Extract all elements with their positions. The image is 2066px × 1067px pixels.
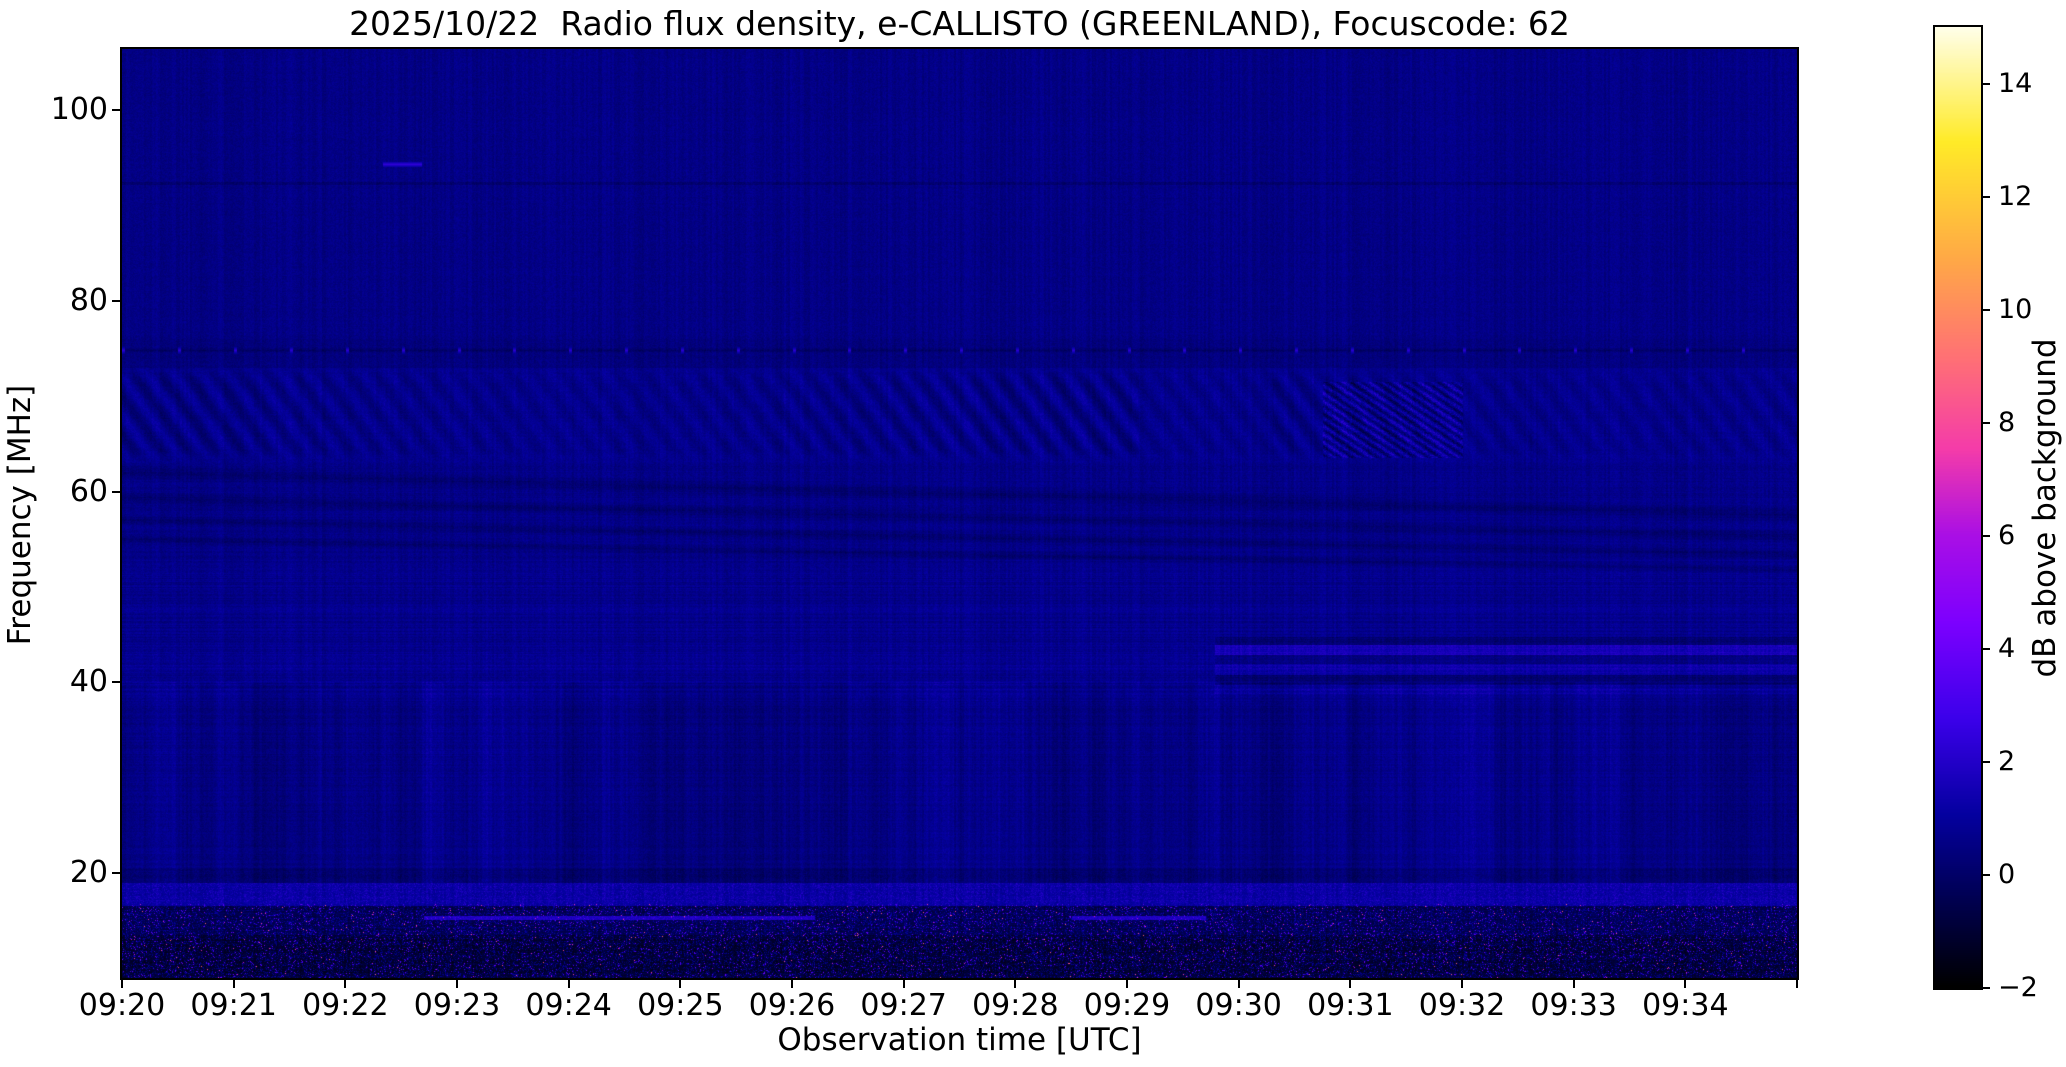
x-tick-mark	[1237, 978, 1240, 988]
x-tick-label: 09:26	[748, 988, 836, 1023]
x-tick-label: 09:33	[1530, 988, 1617, 1023]
colorbar-tick-mark	[1981, 873, 1990, 876]
colorbar-canvas	[1935, 27, 1981, 988]
x-tick-label: 09:27	[860, 988, 947, 1023]
x-tick-mark	[1349, 978, 1352, 988]
y-tick-mark	[112, 681, 122, 684]
chart-title: 2025/10/22 Radio flux density, e-CALLIST…	[349, 4, 1570, 43]
x-tick-mark	[567, 978, 570, 988]
colorbar-tick-label: −2	[1998, 972, 2038, 1003]
x-tick-mark	[902, 978, 905, 988]
colorbar-tick-mark	[1981, 308, 1990, 311]
colorbar-tick-label: 6	[1998, 519, 2016, 551]
x-tick-label: 09:20	[78, 988, 166, 1023]
colorbar-tick-label: 8	[1998, 406, 2016, 438]
x-tick-label: 09:29	[1083, 988, 1171, 1023]
y-tick-label: 100	[50, 92, 108, 128]
x-tick-label: 09:25	[637, 988, 724, 1023]
colorbar-tick-label: 0	[1998, 858, 2016, 890]
x-tick-label: 09:23	[413, 988, 501, 1023]
y-tick-label: 80	[69, 282, 108, 318]
colorbar-tick-mark	[1981, 195, 1990, 198]
x-tick-mark	[121, 978, 123, 988]
x-tick-mark	[679, 978, 682, 988]
x-tick-label: 09:22	[302, 988, 389, 1023]
x-tick-label: 09:28	[972, 988, 1059, 1023]
colorbar	[1933, 25, 1983, 990]
colorbar-tick-label: 2	[1998, 745, 2016, 777]
y-tick-mark	[112, 299, 122, 302]
x-tick-label: 09:34	[1642, 988, 1729, 1023]
x-tick-label: 09:30	[1195, 988, 1282, 1023]
x-axis-label: Observation time [UTC]	[777, 1022, 1142, 1058]
colorbar-tick-mark	[1981, 421, 1990, 424]
x-tick-label: 09:31	[1307, 988, 1394, 1023]
y-tick-mark	[112, 490, 122, 493]
x-tick-mark	[1014, 978, 1017, 988]
colorbar-tick-label: 14	[1998, 67, 2033, 99]
x-tick-mark	[1572, 978, 1575, 988]
colorbar-tick-mark	[1981, 82, 1990, 85]
colorbar-tick-label: 10	[1998, 293, 2033, 325]
x-tick-mark	[456, 978, 458, 988]
colorbar-tick-mark	[1981, 987, 1990, 989]
colorbar-tick-label: 4	[1998, 632, 2016, 664]
x-tick-mark	[344, 978, 347, 988]
x-tick-mark	[1461, 978, 1463, 988]
spectrogram-canvas	[122, 49, 1797, 978]
y-tick-label: 20	[69, 855, 108, 891]
x-tick-mark	[1684, 978, 1687, 988]
colorbar-tick-label: 12	[1998, 180, 2033, 212]
x-tick-label: 09:24	[525, 988, 612, 1023]
y-tick-mark	[112, 872, 122, 875]
x-tick-label: 09:32	[1418, 988, 1506, 1023]
x-tick-mark	[791, 978, 793, 988]
colorbar-tick-mark	[1981, 647, 1990, 650]
y-tick-label: 60	[69, 473, 108, 509]
y-tick-mark	[112, 109, 122, 112]
x-tick-label: 09:21	[190, 988, 277, 1023]
colorbar-tick-mark	[1981, 760, 1990, 763]
colorbar-label: dB above background	[2027, 338, 2063, 678]
x-tick-mark	[1796, 978, 1798, 988]
x-tick-mark	[232, 978, 235, 988]
x-tick-mark	[1126, 978, 1128, 988]
plot-area	[120, 47, 1799, 980]
colorbar-tick-mark	[1981, 534, 1990, 537]
y-tick-label: 40	[69, 664, 108, 700]
